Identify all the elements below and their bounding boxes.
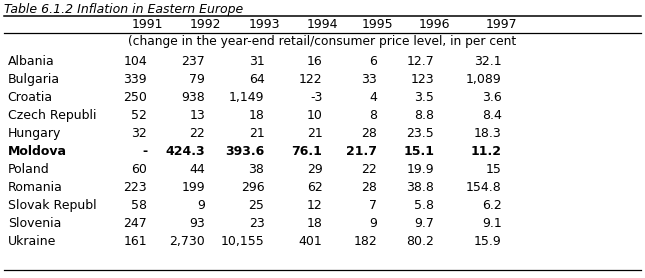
Text: Table 6.1.2 Inflation in Eastern Europe: Table 6.1.2 Inflation in Eastern Europe [4, 3, 243, 16]
Text: 9.7: 9.7 [414, 217, 434, 230]
Text: 25: 25 [248, 199, 264, 212]
Text: 10,155: 10,155 [221, 235, 264, 248]
Text: 1,089: 1,089 [466, 73, 502, 86]
Text: 122: 122 [299, 73, 322, 86]
Text: 3.6: 3.6 [482, 91, 502, 104]
Text: 18: 18 [248, 109, 264, 122]
Text: 1991: 1991 [132, 18, 163, 31]
Text: 31: 31 [249, 55, 264, 68]
Text: Croatia: Croatia [8, 91, 53, 104]
Text: 1993: 1993 [249, 18, 280, 31]
Text: 15: 15 [486, 163, 502, 176]
Text: 62: 62 [307, 181, 322, 194]
Text: 6: 6 [370, 55, 377, 68]
Text: Czech Republi: Czech Republi [8, 109, 96, 122]
Text: 22: 22 [190, 127, 205, 140]
Text: 393.6: 393.6 [225, 145, 264, 158]
Text: 1994: 1994 [307, 18, 338, 31]
Text: Bulgaria: Bulgaria [8, 73, 60, 86]
Text: Albania: Albania [8, 55, 54, 68]
Text: 938: 938 [181, 91, 205, 104]
Text: 52: 52 [131, 109, 147, 122]
Text: 2,730: 2,730 [170, 235, 205, 248]
Text: 21: 21 [249, 127, 264, 140]
Text: 5.8: 5.8 [414, 199, 434, 212]
Text: 32.1: 32.1 [474, 55, 502, 68]
Text: 9: 9 [197, 199, 205, 212]
Text: 296: 296 [241, 181, 264, 194]
Text: 28: 28 [361, 127, 377, 140]
Text: 64: 64 [249, 73, 264, 86]
Text: Poland: Poland [8, 163, 50, 176]
Text: Slovak Republ: Slovak Republ [8, 199, 96, 212]
Text: 161: 161 [123, 235, 147, 248]
Text: 182: 182 [353, 235, 377, 248]
Text: 15.9: 15.9 [474, 235, 502, 248]
Text: 104: 104 [123, 55, 147, 68]
Text: 38.8: 38.8 [406, 181, 434, 194]
Text: 16: 16 [307, 55, 322, 68]
Text: 1996: 1996 [419, 18, 450, 31]
Text: 29: 29 [307, 163, 322, 176]
Text: 79: 79 [189, 73, 205, 86]
Text: (change in the year-end retail/consumer price level, in per cent: (change in the year-end retail/consumer … [128, 35, 517, 48]
Text: 8.4: 8.4 [482, 109, 502, 122]
Text: 76.1: 76.1 [292, 145, 322, 158]
Text: 223: 223 [123, 181, 147, 194]
Text: 7: 7 [370, 199, 377, 212]
Text: -3: -3 [310, 91, 322, 104]
Text: 22: 22 [362, 163, 377, 176]
Text: 38: 38 [248, 163, 264, 176]
Text: 9: 9 [370, 217, 377, 230]
Text: 401: 401 [299, 235, 322, 248]
Text: 339: 339 [123, 73, 147, 86]
Text: 23.5: 23.5 [406, 127, 434, 140]
Text: 8.8: 8.8 [414, 109, 434, 122]
Text: 32: 32 [132, 127, 147, 140]
Text: Ukraine: Ukraine [8, 235, 56, 248]
Text: 80.2: 80.2 [406, 235, 434, 248]
Text: Romania: Romania [8, 181, 63, 194]
Text: 123: 123 [410, 73, 434, 86]
Text: 11.2: 11.2 [471, 145, 502, 158]
Text: 44: 44 [190, 163, 205, 176]
Text: -: - [142, 145, 147, 158]
Text: 58: 58 [131, 199, 147, 212]
Text: 21: 21 [307, 127, 322, 140]
Text: 10: 10 [306, 109, 322, 122]
Text: 1,149: 1,149 [229, 91, 264, 104]
Text: 424.3: 424.3 [166, 145, 205, 158]
Text: 1997: 1997 [486, 18, 518, 31]
Text: 21.7: 21.7 [346, 145, 377, 158]
Text: 199: 199 [181, 181, 205, 194]
Text: 93: 93 [190, 217, 205, 230]
Text: 19.9: 19.9 [406, 163, 434, 176]
Text: 154.8: 154.8 [466, 181, 502, 194]
Text: 15.1: 15.1 [403, 145, 434, 158]
Text: 4: 4 [370, 91, 377, 104]
Text: 247: 247 [123, 217, 147, 230]
Text: 6.2: 6.2 [482, 199, 502, 212]
Text: 1995: 1995 [361, 18, 393, 31]
Text: Hungary: Hungary [8, 127, 61, 140]
Text: 237: 237 [181, 55, 205, 68]
Text: 18: 18 [306, 217, 322, 230]
Text: 28: 28 [361, 181, 377, 194]
Text: 18.3: 18.3 [474, 127, 502, 140]
Text: 9.1: 9.1 [482, 217, 502, 230]
Text: Slovenia: Slovenia [8, 217, 61, 230]
Text: 13: 13 [190, 109, 205, 122]
Text: 8: 8 [370, 109, 377, 122]
Text: 1992: 1992 [190, 18, 221, 31]
Text: 12.7: 12.7 [406, 55, 434, 68]
Text: Moldova: Moldova [8, 145, 66, 158]
Text: 3.5: 3.5 [414, 91, 434, 104]
Text: 23: 23 [249, 217, 264, 230]
Text: 250: 250 [123, 91, 147, 104]
Text: 12: 12 [307, 199, 322, 212]
Text: 60: 60 [131, 163, 147, 176]
Text: 33: 33 [362, 73, 377, 86]
